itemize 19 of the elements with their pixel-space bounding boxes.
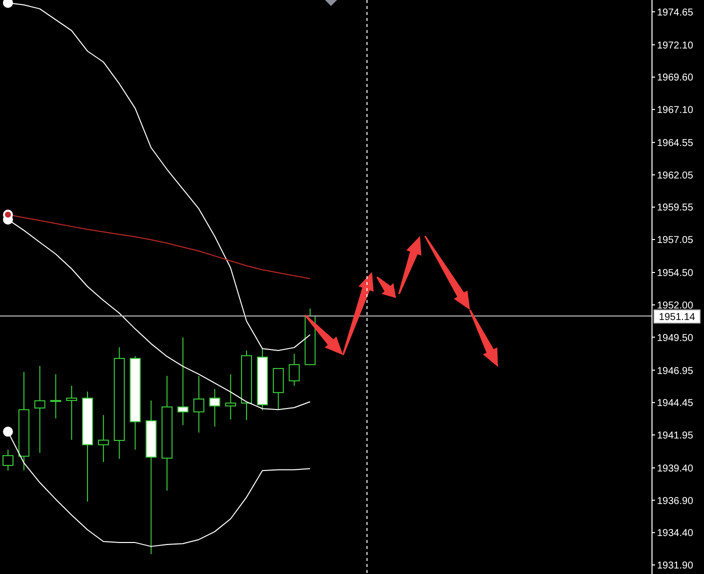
y-tick-label: 1974.65 [657,7,694,18]
y-tick-label: 1934.40 [657,528,694,540]
y-tick-label: 1964.55 [657,138,694,150]
y-tick-label: 1962.05 [657,170,694,182]
y-tick-label: 1967.10 [657,105,694,116]
y-tick-label: 1949.50 [657,332,694,344]
y-tick-label: 1954.50 [657,268,694,280]
y-tick-label: 1957.05 [657,235,694,246]
y-tick-label: 1952.00 [657,300,694,312]
ref-line-label: 1951.14 [658,312,696,323]
y-tick-label: 1969.60 [657,72,694,84]
y-tick-label: 1939.40 [657,463,694,474]
y-tick-label: 1972.10 [657,40,694,52]
y-tick-label: 1941.95 [657,430,694,442]
y-tick-label: 1931.90 [657,560,694,572]
y-tick-label: 1944.45 [657,398,694,410]
y-tick-label: 1936.90 [657,496,694,507]
y-tick-label: 1946.95 [657,366,694,377]
y-tick-label: 1959.55 [657,202,694,214]
